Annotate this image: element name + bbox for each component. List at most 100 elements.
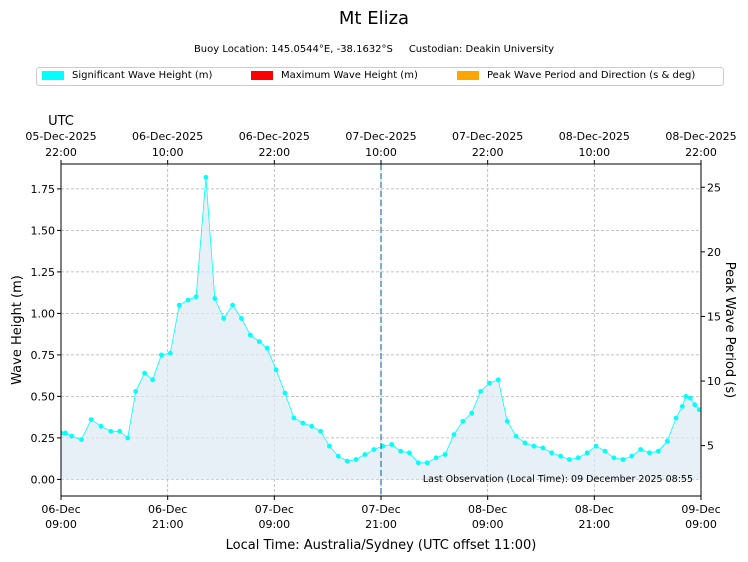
x-tick-label-time: 21:00 — [365, 518, 397, 531]
peak-direction-arrow — [375, 241, 397, 264]
y-tick-label: 0.25 — [31, 432, 56, 445]
x-tick-label-date: 06-Dec — [41, 503, 80, 516]
wave-height-point — [117, 428, 123, 434]
y-tick-label: 0.75 — [31, 349, 56, 362]
wave-height-point — [309, 423, 315, 429]
x-tick-label-time: 09:00 — [685, 518, 717, 531]
legend-item-peak: Peak Wave Period and Direction (s & deg) — [457, 70, 695, 81]
peak-direction-arrow — [423, 197, 437, 216]
x-tick-label-date: 08-Dec — [575, 503, 614, 516]
buoy-location: Buoy Location: 145.0544°E, -38.1632°S — [193, 44, 393, 55]
wave-height-area — [61, 177, 701, 480]
wave-height-point — [407, 450, 412, 456]
x-tick-label-time: 09:00 — [472, 518, 504, 531]
wave-height-point — [424, 460, 430, 466]
wave-height-point — [353, 457, 359, 462]
last-observation-note: Last Observation (Local Time): 09 Decemb… — [423, 474, 693, 485]
wave-height-point — [433, 455, 439, 461]
top-tick-label-date: 07-Dec-2025 — [452, 130, 523, 143]
top-tick-label-date: 06-Dec-2025 — [239, 130, 310, 143]
x-tick-label-date: 07-Dec — [255, 503, 294, 516]
wave-height-point — [710, 416, 715, 421]
peak-direction-arrow — [329, 478, 353, 501]
peak-direction-arrow — [348, 317, 371, 341]
wave-height-point — [256, 339, 262, 344]
y-tick-label: 0.00 — [31, 473, 56, 486]
legend: Significant Wave Height (m) Maximum Wave… — [36, 67, 724, 86]
peak-direction-arrow — [427, 234, 450, 258]
wave-height-point — [683, 394, 689, 399]
wave-height-point — [371, 447, 377, 452]
wave-height-point — [344, 458, 350, 464]
legend-swatch-red — [251, 71, 273, 80]
y2-tick-label: 15 — [707, 310, 721, 323]
wave-height-point — [504, 418, 510, 424]
x-tick-label-date: 07-Dec — [361, 503, 400, 516]
wave-height-point — [142, 370, 148, 376]
wave-height-point — [679, 404, 685, 409]
wave-height-point — [647, 450, 652, 456]
wave-height-point — [584, 450, 590, 456]
wave-height-point — [575, 455, 581, 461]
x-tick-label-date: 08-Dec — [468, 503, 507, 516]
y2-tick-label: 20 — [707, 246, 721, 259]
y-tick-label: 1.00 — [31, 307, 56, 320]
x-tick-label-date: 09-Dec — [681, 503, 720, 516]
x-tick-label-date: 06-Dec — [148, 503, 187, 516]
legend-swatch-orange — [457, 71, 479, 80]
wave-height-point — [327, 443, 332, 449]
wave-height-point — [442, 452, 448, 457]
wave-height-point — [664, 438, 670, 444]
peak-direction-arrow — [414, 280, 428, 299]
wave-height-point — [451, 432, 457, 437]
wave-height-point — [221, 316, 227, 321]
custodian: Custodian: Deakin University — [408, 44, 555, 55]
legend-label: Maximum Wave Height (m) — [281, 70, 418, 81]
x-tick-label-time: 21:00 — [152, 518, 184, 531]
y2-tick-label: 10 — [707, 375, 721, 388]
y-tick-label: 0.50 — [31, 390, 56, 403]
top-tick-label-time: 22:00 — [45, 146, 77, 159]
wave-height-point — [133, 389, 139, 394]
wave-height-point — [558, 453, 563, 459]
wave-height-point — [167, 350, 173, 356]
peak-direction-arrow — [623, 318, 646, 342]
wave-height-point — [264, 345, 270, 351]
wave-height-point — [531, 443, 537, 449]
top-tick-label-date: 06-Dec-2025 — [132, 130, 203, 143]
wave-height-point — [701, 411, 706, 416]
wave-height-point — [593, 443, 599, 449]
x-tick-label-time: 09:00 — [258, 518, 290, 531]
wave-height-point — [460, 418, 466, 424]
peak-direction-arrow — [402, 327, 423, 344]
wave-height-point — [159, 352, 164, 358]
wave-height-point — [655, 448, 661, 454]
peak-direction-arrow — [401, 297, 424, 317]
top-tick-label-time: 22:00 — [258, 146, 290, 159]
y2-axis-label: Peak Wave Period (s) — [722, 262, 737, 398]
wave-height-point — [69, 433, 75, 439]
top-tick-label-date: 05-Dec-2025 — [25, 130, 96, 143]
wave-height-point — [478, 389, 483, 394]
wave-height-point — [212, 296, 218, 301]
wave-height-point — [620, 457, 626, 462]
wave-height-point — [549, 450, 555, 456]
legend-swatch-cyan — [42, 71, 64, 80]
y-tick-label: 1.50 — [31, 224, 56, 237]
y-tick-label: 1.25 — [31, 266, 56, 279]
top-tick-label-time: 10:00 — [365, 146, 397, 159]
wave-height-point — [88, 417, 94, 422]
wave-height-point — [398, 448, 403, 454]
wave-height-point — [567, 457, 572, 462]
top-tick-label-date: 08-Dec-2025 — [559, 130, 630, 143]
top-tick-label-time: 10:00 — [578, 146, 610, 159]
wave-height-point — [79, 437, 84, 442]
y-tick-label: 1.75 — [31, 183, 56, 196]
wave-height-point — [638, 447, 643, 452]
peak-direction-arrow — [107, 192, 130, 214]
peak-direction-arrow — [423, 324, 446, 348]
wave-height-point — [176, 302, 182, 308]
peak-direction-arrow — [392, 241, 415, 261]
wave-height-point — [389, 442, 395, 447]
